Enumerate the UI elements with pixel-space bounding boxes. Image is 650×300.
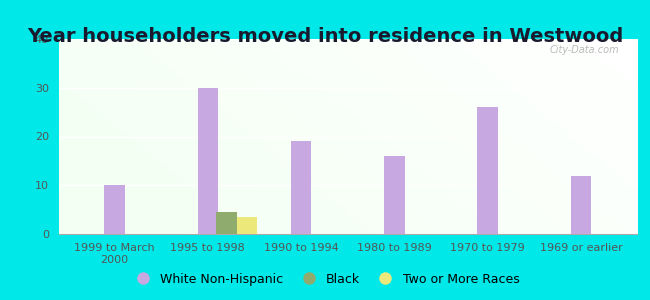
Text: Year householders moved into residence in Westwood: Year householders moved into residence i…	[27, 27, 623, 46]
Text: City-Data.com: City-Data.com	[550, 45, 619, 55]
Bar	[478, 107, 498, 234]
Bar	[216, 212, 237, 234]
Bar	[104, 185, 125, 234]
Bar	[384, 156, 405, 234]
Bar	[237, 217, 257, 234]
Bar	[198, 88, 218, 234]
Bar	[571, 176, 592, 234]
Bar	[291, 141, 311, 234]
Legend: White Non-Hispanic, Black, Two or More Races: White Non-Hispanic, Black, Two or More R…	[125, 268, 525, 291]
